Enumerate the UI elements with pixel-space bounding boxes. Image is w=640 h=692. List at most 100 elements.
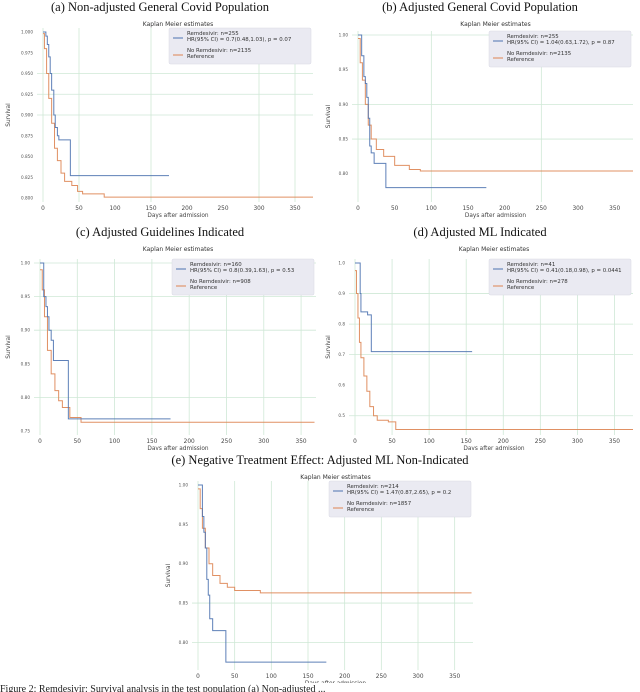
x-axis-ticks: 0 50 100 150 200 250 300 350	[356, 206, 620, 212]
plot-title: Kaplan Meier estimates	[143, 246, 214, 253]
svg-text:HR(95% CI) = 0.7(0.48,1.03), p: HR(95% CI) = 0.7(0.48,1.03), p = 0.07	[187, 37, 291, 43]
panel-title: (d) Adjusted ML Indicated	[413, 225, 547, 239]
svg-text:0.90: 0.90	[339, 102, 349, 107]
no-remdesivir-curve	[355, 270, 633, 430]
y-axis-label: Survival	[326, 104, 332, 128]
svg-text:50: 50	[74, 439, 82, 445]
y-axis-label: Survival	[6, 103, 12, 127]
panel-d: (d) Adjusted ML Indicated Kaplan Meier e…	[320, 225, 640, 450]
svg-text:0.925: 0.925	[21, 92, 33, 97]
panel-b: (b) Adjusted General Covid Population Ka…	[320, 0, 640, 222]
svg-text:150: 150	[145, 206, 156, 212]
x-axis-ticks: 0 50 100 150 200 250 300 350	[38, 439, 307, 445]
svg-text:Remdesivir: n=214: Remdesivir: n=214	[347, 484, 399, 490]
svg-text:50: 50	[75, 206, 83, 212]
svg-text:0: 0	[41, 206, 45, 212]
svg-text:0.900: 0.900	[21, 113, 33, 118]
svg-text:300: 300	[412, 674, 423, 680]
svg-text:350: 350	[449, 674, 460, 680]
svg-text:50: 50	[388, 439, 396, 445]
y-axis-ticks: 1.00 0.95 0.90 0.85 0.80	[179, 483, 189, 645]
svg-text:350: 350	[289, 206, 300, 212]
svg-text:250: 250	[536, 206, 547, 212]
svg-text:0.95: 0.95	[21, 294, 31, 299]
svg-text:Remdesivir: n=41: Remdesivir: n=41	[507, 262, 555, 268]
svg-text:Remdesivir: n=160: Remdesivir: n=160	[190, 262, 242, 268]
svg-text:1.00: 1.00	[339, 33, 349, 38]
svg-text:1.00: 1.00	[179, 483, 189, 488]
panel-title: (e) Negative Treatment Effect: Adjusted …	[171, 453, 469, 467]
figure-caption: Figure 2: Remdesivir: Survival analysis …	[0, 684, 326, 692]
svg-text:0.850: 0.850	[21, 154, 33, 159]
remdesivir-curve	[358, 34, 487, 189]
svg-text:200: 200	[498, 439, 509, 445]
remdesivir-curve	[355, 262, 473, 353]
svg-text:No Remdesivir: n=2135: No Remdesivir: n=2135	[507, 51, 571, 57]
svg-text:0.975: 0.975	[21, 50, 33, 55]
y-axis-label: Survival	[6, 335, 12, 359]
svg-text:1.00: 1.00	[21, 261, 31, 266]
plot-title: Kaplan Meier estimates	[460, 21, 531, 28]
svg-text:0: 0	[196, 674, 200, 680]
no-remdesivir-curve	[40, 269, 315, 423]
svg-text:300: 300	[572, 206, 583, 212]
svg-text:150: 150	[461, 439, 472, 445]
svg-text:0.85: 0.85	[339, 137, 349, 142]
svg-text:0.75: 0.75	[21, 429, 31, 434]
x-axis-ticks: 0 50 100 150 200 250 300 350	[353, 439, 620, 445]
svg-text:0: 0	[353, 439, 357, 445]
svg-text:Reference: Reference	[187, 54, 215, 60]
svg-text:250: 250	[217, 206, 228, 212]
svg-text:100: 100	[109, 206, 120, 212]
km-chart-c: Kaplan Meier estimates 1.00 0.95 0.90 0.85 0.…	[6, 246, 316, 450]
svg-text:HR(95% CI) = 0.41(0.18,0.98),: HR(95% CI) = 0.41(0.18,0.98), p = 0.0441	[507, 268, 622, 274]
x-axis-label: Days after admission	[147, 446, 209, 450]
remdesivir-curve	[40, 262, 171, 420]
svg-text:0.80: 0.80	[179, 640, 189, 645]
panel-e: (e) Negative Treatment Effect: Adjusted …	[160, 453, 480, 683]
svg-text:0.90: 0.90	[21, 328, 31, 333]
svg-text:Reference: Reference	[507, 285, 535, 291]
svg-text:100: 100	[426, 206, 437, 212]
svg-text:0.7: 0.7	[338, 352, 345, 357]
svg-text:0.9: 0.9	[338, 291, 345, 296]
svg-text:0.875: 0.875	[21, 133, 33, 138]
km-chart-d: Kaplan Meier estimates 1.0 0.9 0.8 0.7 0.6 0.5…	[326, 246, 633, 450]
svg-text:200: 200	[184, 439, 195, 445]
svg-text:300: 300	[258, 439, 269, 445]
plot-title: Kaplan Meier estimates	[459, 246, 530, 253]
svg-text:0.5: 0.5	[338, 413, 345, 418]
svg-text:HR(95% CI) = 0.8(0.39,1.63), p: HR(95% CI) = 0.8(0.39,1.63), p = 0.53	[190, 268, 294, 274]
svg-text:Reference: Reference	[507, 57, 535, 63]
no-remdesivir-curve	[43, 33, 313, 198]
x-axis-ticks: 0 50 100 150 200 250 300 350	[41, 206, 301, 212]
svg-text:350: 350	[609, 439, 620, 445]
y-axis-ticks: 1.0 0.9 0.8 0.7 0.6 0.5	[338, 261, 345, 419]
svg-text:0.825: 0.825	[21, 175, 33, 180]
svg-text:No Remdesivir: n=908: No Remdesivir: n=908	[190, 279, 251, 285]
x-axis-label: Days after admission	[463, 446, 525, 450]
km-chart-a: Kaplan Meier estimates 1.000 0.975 0.950 0.9…	[6, 21, 313, 219]
panel-title: (a) Non-adjusted General Covid Populatio…	[50, 0, 269, 14]
km-chart-b: Kaplan Meier estimates 1.00 0.95 0.90 0.85 0.…	[326, 21, 633, 219]
y-axis-ticks: 1.000 0.975 0.950 0.925 0.900 0.875 0.850 0.825…	[21, 30, 33, 201]
svg-text:0.90: 0.90	[179, 561, 189, 566]
svg-text:0.95: 0.95	[179, 522, 189, 527]
y-axis-label: Survival	[166, 563, 172, 587]
svg-text:HR(95% CI) = 1.47(0.87,2.65),: HR(95% CI) = 1.47(0.87,2.65), p = 0.2	[347, 490, 451, 496]
svg-text:150: 150	[302, 674, 313, 680]
panel-title: (c) Adjusted Guidelines Indicated	[75, 225, 245, 239]
svg-text:200: 200	[499, 206, 510, 212]
panel-a: (a) Non-adjusted General Covid Populatio…	[0, 0, 320, 222]
y-axis-ticks: 1.00 0.95 0.90 0.85 0.80 0.75	[21, 261, 31, 434]
svg-text:100: 100	[266, 674, 277, 680]
svg-text:1.0: 1.0	[338, 261, 345, 266]
svg-text:0.6: 0.6	[338, 383, 345, 388]
svg-text:0: 0	[356, 206, 360, 212]
svg-text:0.8: 0.8	[338, 322, 345, 327]
svg-text:350: 350	[296, 439, 307, 445]
svg-text:250: 250	[535, 439, 546, 445]
svg-text:HR(95% CI) = 1.04(0.63,1.72),: HR(95% CI) = 1.04(0.63,1.72), p = 0.87	[507, 40, 615, 46]
